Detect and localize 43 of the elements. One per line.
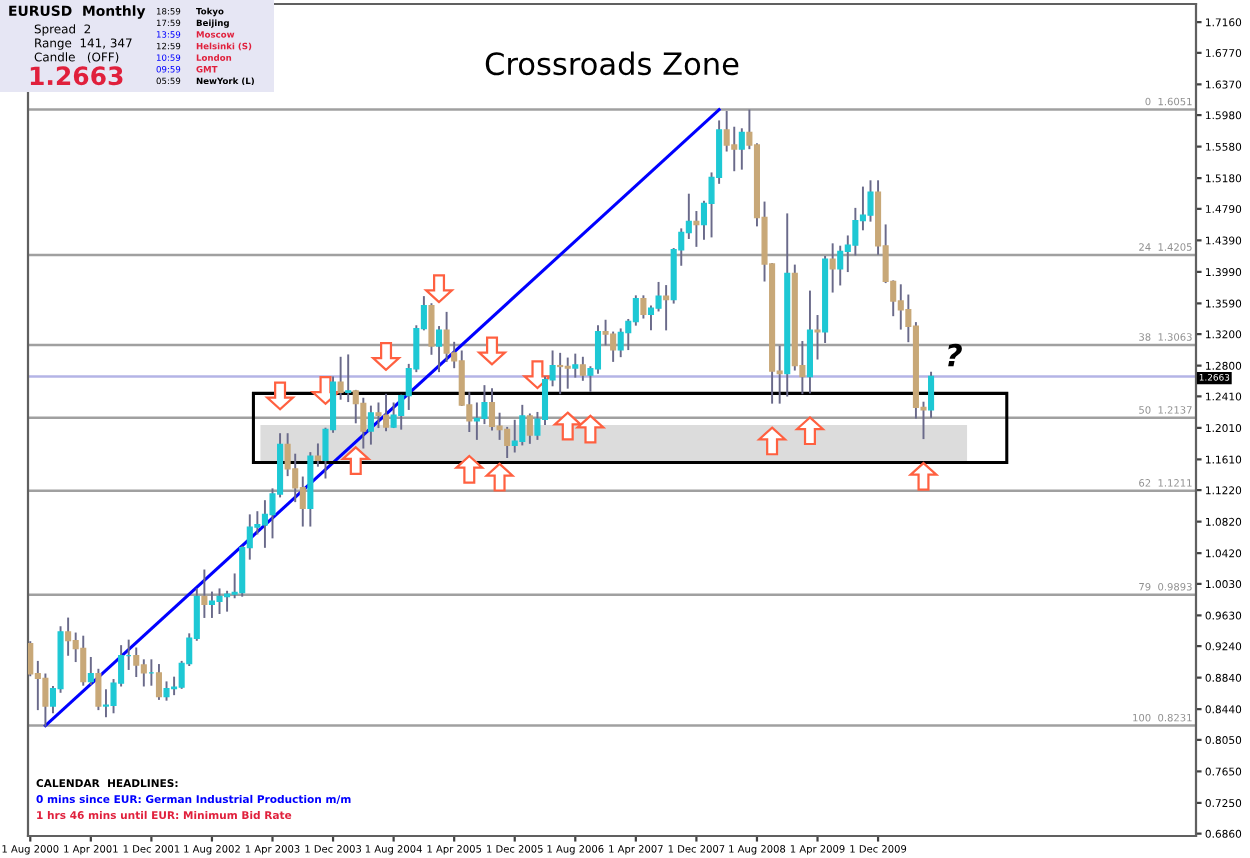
candlestick [345, 354, 352, 403]
candlestick [80, 635, 87, 686]
candlestick [814, 315, 821, 360]
candlestick [526, 413, 533, 444]
candlestick [693, 211, 700, 247]
candlestick [435, 326, 443, 373]
candlestick [155, 664, 162, 700]
annotation: 1.2663 [30, 66, 123, 86]
candlestick [488, 388, 496, 431]
candlestick [837, 245, 844, 286]
candlestick [224, 590, 231, 612]
candlestick [65, 617, 72, 656]
candlestick [216, 588, 223, 614]
candlestick [201, 569, 208, 618]
candlestick [87, 656, 94, 685]
candlestick [140, 659, 147, 687]
candlestick [375, 402, 382, 429]
candlestick [632, 295, 639, 326]
text: Crossroads Zone [485, 51, 739, 76]
candlestick [367, 405, 374, 445]
candlestick [261, 500, 268, 548]
candlestick [383, 393, 390, 432]
candlestick [133, 647, 140, 678]
candlestick [519, 404, 526, 446]
candlestick [390, 402, 397, 429]
candlestick [663, 285, 670, 331]
candlestick [594, 325, 602, 374]
candlestick [640, 295, 647, 319]
candlestick [28, 641, 34, 677]
candlestick [806, 290, 813, 394]
candlestick [564, 357, 571, 389]
candlestick [102, 689, 110, 718]
candlestick [829, 243, 836, 293]
candlestick [208, 591, 215, 618]
candlestick [443, 311, 450, 362]
candlestick [337, 356, 344, 400]
candlestick [928, 371, 935, 418]
candlestick [299, 476, 306, 527]
candlestick [867, 180, 874, 222]
annotation: ? [948, 343, 962, 367]
candlestick [314, 443, 321, 467]
candlestick [360, 397, 367, 449]
candlestick [557, 352, 564, 395]
